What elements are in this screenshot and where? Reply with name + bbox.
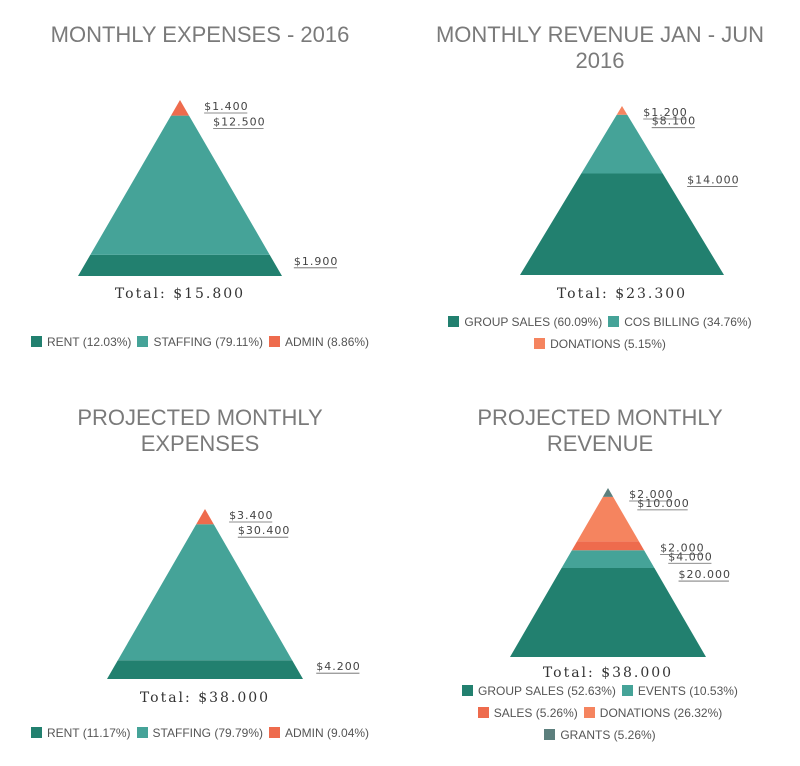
- chart-title: PROJECTED MONTHLY EXPENSES: [77, 405, 323, 456]
- legend-label: DONATIONS (26.32%): [599, 706, 723, 720]
- pyramid-segment-group-sales: [510, 568, 706, 657]
- legend-item-events[interactable]: EVENTS (10.53%): [621, 680, 738, 702]
- legend-swatch-icon: [269, 727, 281, 738]
- legend-label: DONATIONS (5.15%): [550, 337, 666, 351]
- chart-legend: GROUP SALES (52.63%) EVENTS (10.53%) SALES…: [400, 680, 800, 746]
- value-label: $2.000: [660, 541, 705, 554]
- legend-item-cos-billing[interactable]: COS BILLING (34.76%): [608, 311, 752, 333]
- value-label: $1.900: [294, 255, 339, 268]
- legend-label: RENT (11.17%): [46, 726, 131, 740]
- legend-swatch-icon: [462, 685, 474, 696]
- pyramid-chart: $4.200 $30.400 $3.400 Total: $38.000: [107, 509, 361, 706]
- pyramid-chart: $1.900 $12.500 $1.400 Total: $15.800: [78, 100, 339, 302]
- legend-item-group-sales[interactable]: GROUP SALES (52.63%): [462, 680, 616, 702]
- legend-swatch-icon: [448, 316, 460, 327]
- chart-projected-monthly-revenue: PROJECTED MONTHLY REVENUE $20.000 $4.000 $…: [400, 383, 800, 766]
- legend-swatch-icon: [137, 336, 149, 347]
- legend-row: GROUP SALES (60.09%) COS BILLING (34.76%): [400, 311, 800, 333]
- chart-title: PROJECTED MONTHLY REVENUE: [477, 405, 723, 456]
- legend-label: GROUP SALES (52.63%): [478, 684, 616, 698]
- legend-item-donations[interactable]: DONATIONS (26.32%): [583, 702, 723, 724]
- chart-title: MONTHLY EXPENSES - 2016: [50, 22, 350, 47]
- total-label: Total: $38.000: [140, 690, 270, 706]
- legend-swatch-icon: [534, 338, 546, 349]
- value-label: $1.400: [204, 100, 249, 113]
- chart-projected-monthly-expenses: PROJECTED MONTHLY EXPENSES $4.200 $30.400…: [0, 383, 400, 766]
- legend-item-admin[interactable]: ADMIN (9.04%): [269, 722, 369, 744]
- legend-item-staffing[interactable]: STAFFING (79.11%): [137, 331, 263, 353]
- pyramid-segment-donations: [577, 496, 639, 542]
- legend-swatch-icon: [477, 707, 489, 718]
- chart-legend: RENT (12.03%) STAFFING (79.11%) ADMIN (8.8…: [0, 331, 400, 353]
- pyramid-segment-grants: [602, 488, 614, 497]
- legend-row: RENT (12.03%) STAFFING (79.11%) ADMIN (8.8…: [0, 331, 400, 353]
- legend-label: GRANTS (5.26%): [560, 728, 656, 742]
- chart-legend: GROUP SALES (60.09%) COS BILLING (34.76%)…: [400, 311, 800, 355]
- pyramid-segment-admin: [170, 100, 190, 116]
- legend-item-grants[interactable]: GRANTS (5.26%): [544, 724, 656, 746]
- legend-item-rent[interactable]: RENT (12.03%): [30, 331, 132, 353]
- total-label: Total: $23.300: [557, 286, 687, 302]
- pyramid-segment-admin: [196, 509, 214, 525]
- value-label: $12.500: [213, 116, 266, 129]
- value-label: $30.400: [238, 524, 290, 537]
- chart-monthly-expenses-2016: MONTHLY EXPENSES - 2016 $1.900 $12.500 $1.…: [0, 0, 400, 383]
- value-label: $4.000: [668, 550, 713, 563]
- value-label: $3.400: [229, 509, 274, 522]
- legend-label: COS BILLING (34.76%): [624, 315, 752, 329]
- legend-label: GROUP SALES (60.09%): [464, 315, 603, 329]
- legend-item-sales[interactable]: SALES (5.26%): [477, 702, 578, 724]
- legend-row: GRANTS (5.26%): [400, 724, 800, 746]
- legend-label: ADMIN (8.86%): [285, 335, 370, 349]
- chart-title: MONTHLY REVENUE JAN - JUN 2016: [435, 22, 764, 73]
- value-label: $10.000: [637, 497, 690, 510]
- legend-item-admin[interactable]: ADMIN (8.86%): [269, 331, 369, 353]
- total-label: Total: $38.000: [543, 665, 673, 681]
- value-label: $2.000: [629, 488, 674, 501]
- legend-label: SALES (5.26%): [493, 706, 578, 720]
- legend-swatch-icon: [583, 707, 595, 718]
- legend-swatch-icon: [608, 316, 620, 327]
- legend-swatch-icon: [544, 729, 556, 740]
- value-label: $8.100: [652, 115, 697, 128]
- legend-label: EVENTS (10.53%): [637, 684, 738, 698]
- legend-label: STAFFING (79.79%): [152, 726, 264, 740]
- legend-label: RENT (12.03%): [46, 335, 132, 349]
- legend-swatch-icon: [30, 336, 42, 347]
- legend-row: SALES (5.26%) DONATIONS (26.32%): [400, 702, 800, 724]
- legend-item-staffing[interactable]: STAFFING (79.79%): [136, 722, 264, 744]
- legend-swatch-icon: [269, 336, 281, 347]
- legend-row: RENT (11.17%) STAFFING (79.79%) ADMIN (9.0…: [0, 722, 400, 744]
- legend-row: DONATIONS (5.15%): [400, 333, 800, 355]
- pyramid-segment-events: [561, 550, 655, 569]
- legend-item-rent[interactable]: RENT (11.17%): [30, 722, 131, 744]
- pyramid-segment-group-sales: [520, 173, 724, 275]
- pyramid-chart: $14.000 $8.100$1.200 Total: $23.300: [520, 106, 740, 302]
- value-label: $14.000: [687, 173, 740, 186]
- pyramid-segment-sales: [571, 541, 645, 551]
- total-label: Total: $15.800: [115, 286, 245, 302]
- pyramid-segment-staffing: [90, 115, 270, 255]
- legend-item-group-sales[interactable]: GROUP SALES (60.09%): [448, 311, 602, 333]
- value-label: $1.200: [643, 106, 688, 119]
- legend-item-donations[interactable]: DONATIONS (5.15%): [534, 333, 666, 355]
- pyramid-segment-cos-billing: [581, 114, 663, 174]
- legend-swatch-icon: [136, 727, 148, 738]
- chart-legend: RENT (11.17%) STAFFING (79.79%) ADMIN (9.0…: [0, 722, 400, 744]
- legend-swatch-icon: [621, 685, 633, 696]
- pyramid-segment-rent: [107, 660, 303, 679]
- legend-swatch-icon: [30, 727, 42, 738]
- chart-monthly-revenue-jan-jun-2016: MONTHLY REVENUE JAN - JUN 2016 $14.000 $8…: [400, 0, 800, 383]
- legend-label: ADMIN (9.04%): [285, 726, 370, 740]
- legend-row: GROUP SALES (52.63%) EVENTS (10.53%): [400, 680, 800, 702]
- pyramid-segment-staffing: [117, 524, 293, 661]
- value-label: $4.200: [316, 660, 361, 673]
- pyramid-segment-rent: [78, 254, 282, 276]
- pyramid-segment-donations: [616, 106, 628, 115]
- value-label: $20.000: [679, 568, 732, 581]
- legend-label: STAFFING (79.11%): [153, 335, 264, 349]
